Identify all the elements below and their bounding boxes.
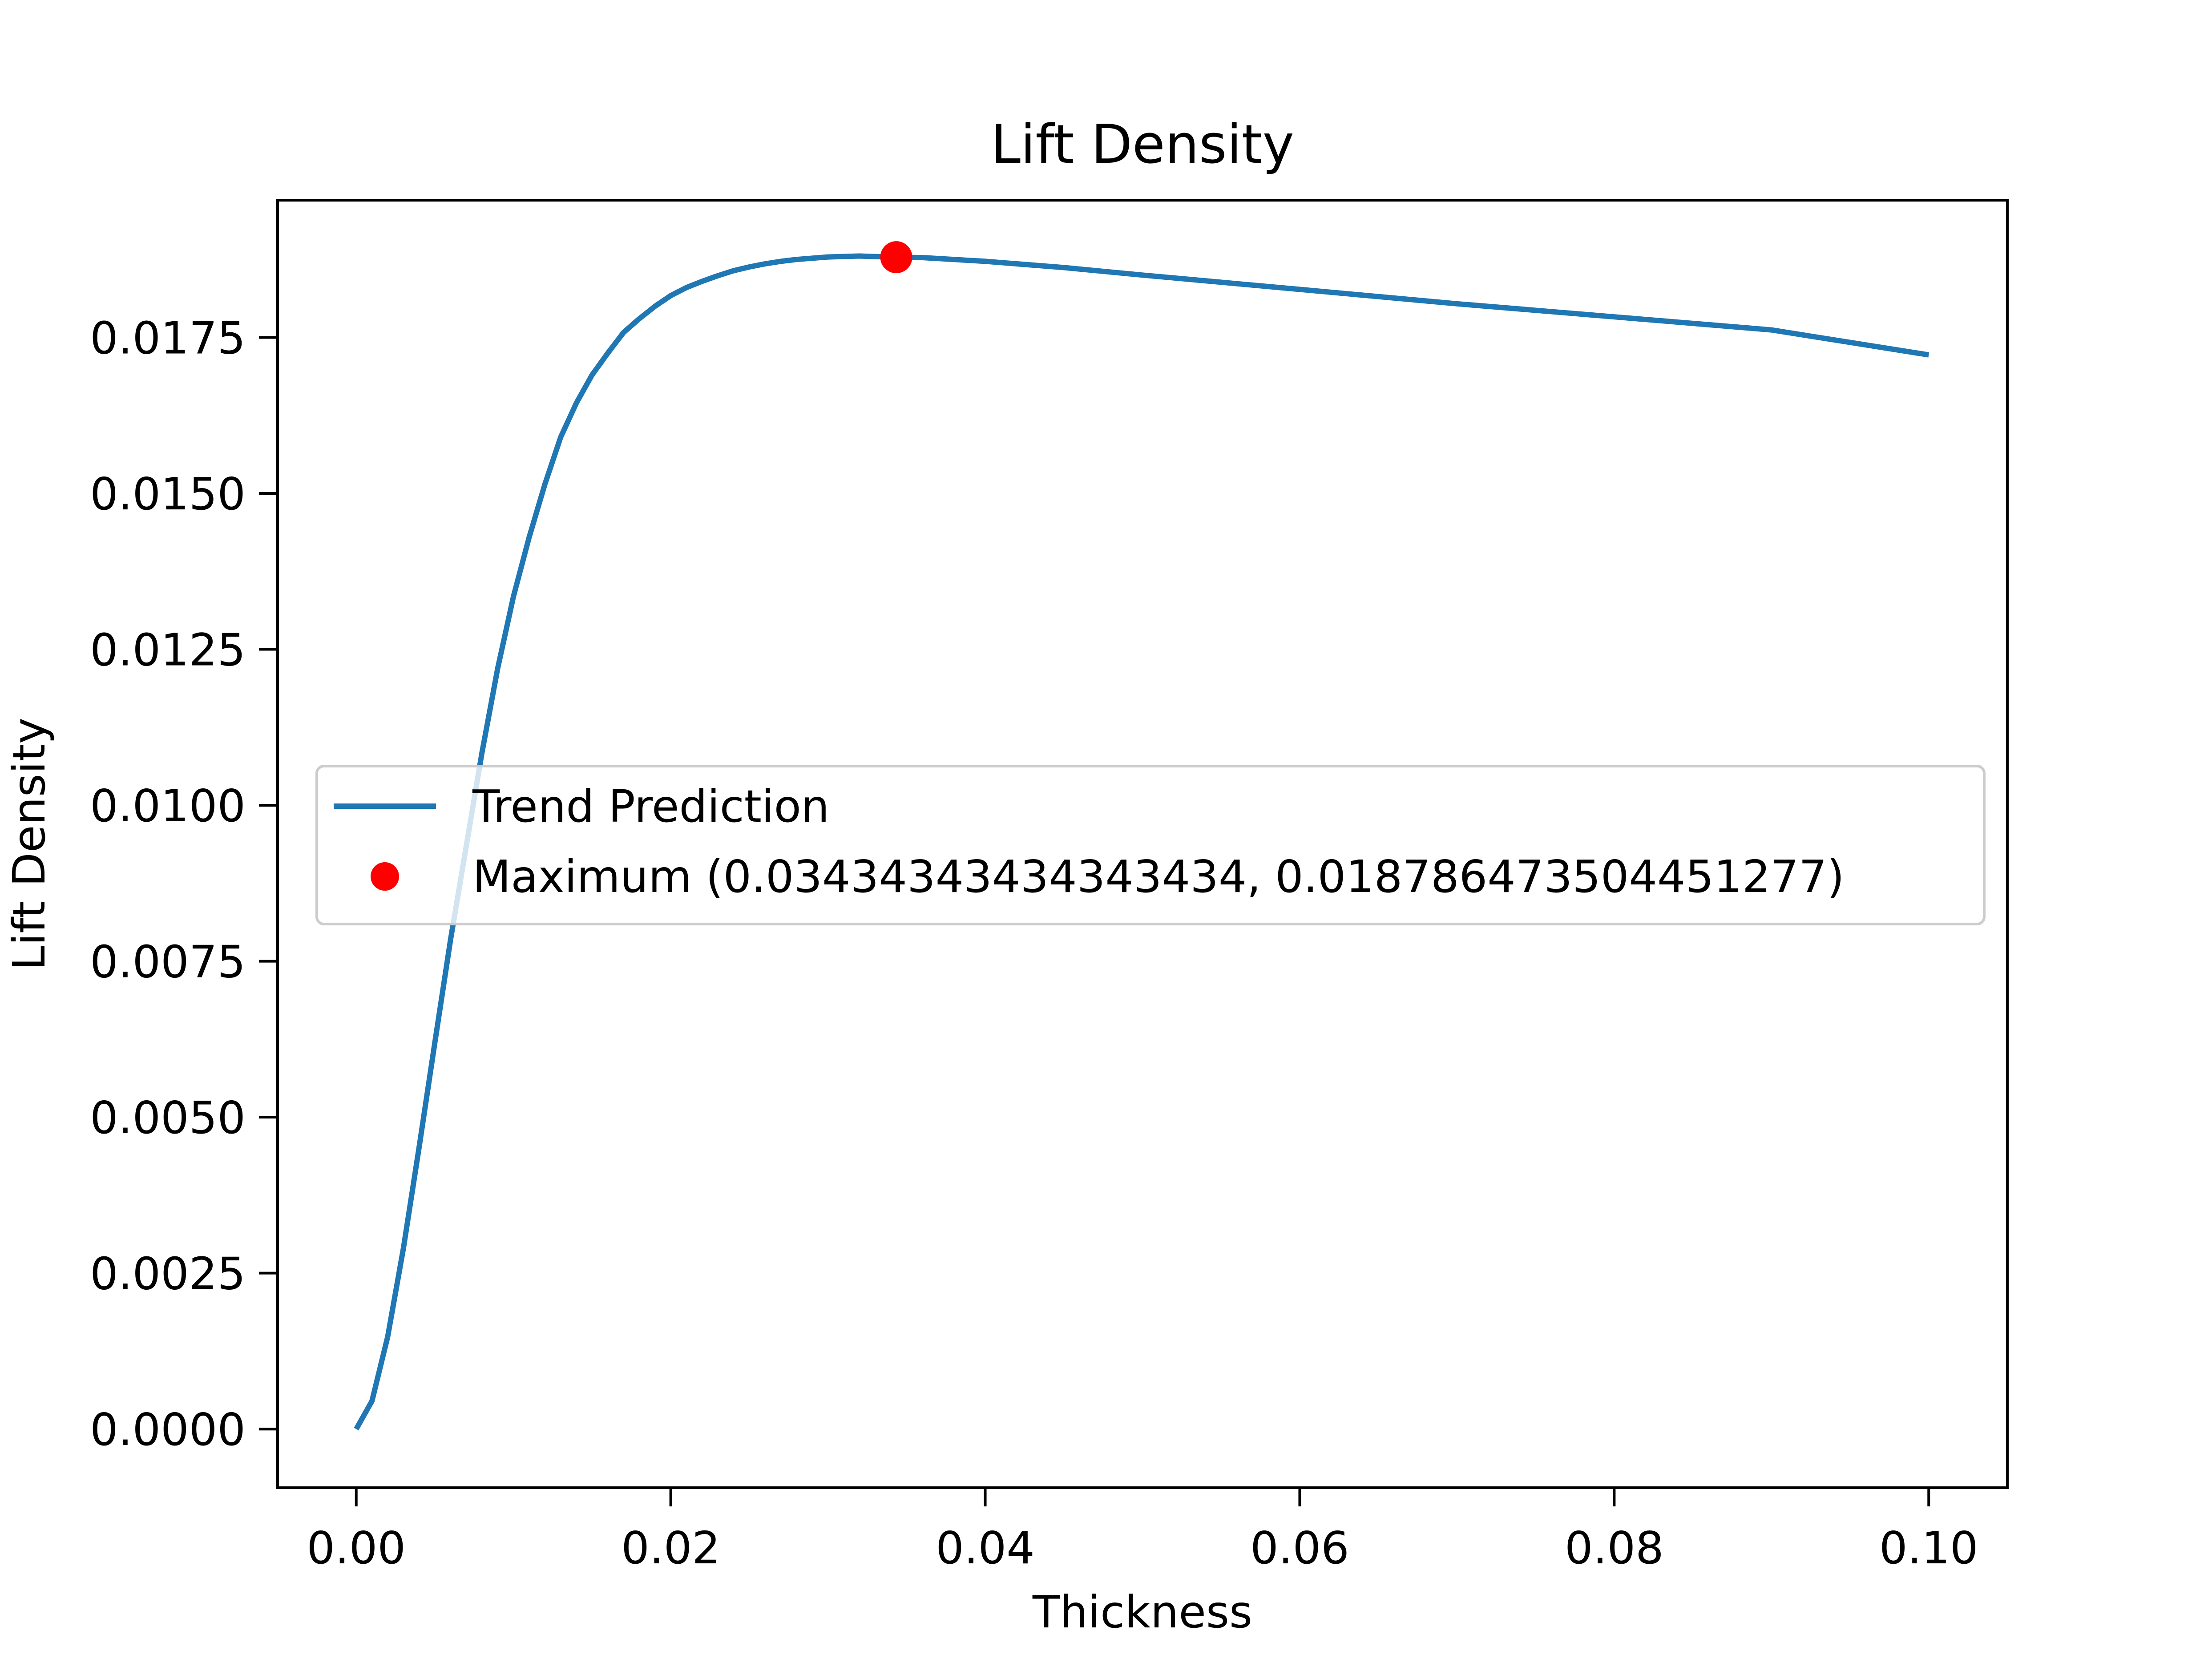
y-tick-label: 0.0175 [90, 312, 246, 364]
x-tick-label: 0.06 [1250, 1522, 1349, 1574]
x-axis-ticks: 0.00 0.02 0.04 0.06 0.08 0.10 [307, 1488, 1978, 1574]
y-tick-label: 0.0100 [90, 780, 246, 832]
legend-box [315, 765, 1986, 925]
legend-marker-swatch [371, 862, 399, 891]
y-tick-label: 0.0050 [90, 1092, 246, 1144]
y-axis-ticks: 0.0000 0.0025 0.0050 0.0075 0.0100 0.0125 0.01… [90, 312, 278, 1456]
x-tick-label: 0.00 [307, 1522, 406, 1574]
x-tick-label: 0.04 [936, 1522, 1035, 1574]
legend-label-trend: Trend Prediction [472, 780, 829, 832]
chart-title: Lift Density [991, 114, 1294, 176]
y-tick-label: 0.0125 [90, 624, 246, 676]
y-tick-label: 0.0000 [90, 1404, 246, 1456]
y-axis-label: Lift Density [3, 718, 55, 970]
x-tick-label: 0.08 [1565, 1522, 1664, 1574]
axes-frame [276, 199, 2009, 1489]
y-tick-label: 0.0075 [90, 936, 246, 988]
maximum-point-marker [880, 241, 912, 274]
x-tick-label: 0.02 [621, 1522, 720, 1574]
legend-label-maximum: Maximum (0.03434343434343434, 0.01878647… [472, 851, 1845, 903]
x-tick-label: 0.10 [1879, 1522, 1978, 1574]
y-tick-label: 0.0150 [90, 468, 246, 520]
y-tick-label: 0.0025 [90, 1248, 246, 1300]
legend: Trend Prediction Maximum (0.034343434343… [315, 765, 1986, 925]
x-axis-label: Thickness [1032, 1586, 1252, 1638]
